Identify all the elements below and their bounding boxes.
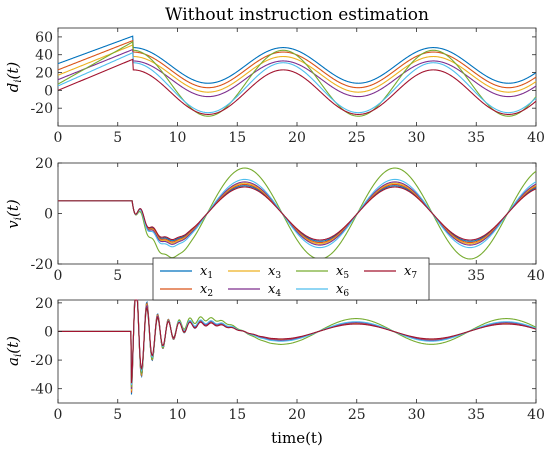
y-tick-label: 20 bbox=[35, 156, 53, 172]
x-tick-label: 15 bbox=[228, 130, 246, 146]
x-tick-label: 5 bbox=[113, 130, 122, 146]
y-axis-label: ai(t) bbox=[4, 336, 24, 366]
series-group bbox=[58, 299, 537, 395]
legend-box bbox=[152, 257, 430, 301]
x-tick-label: 10 bbox=[169, 407, 187, 423]
y-tick-label: 60 bbox=[35, 30, 53, 46]
y-tick-label: 20 bbox=[35, 66, 53, 82]
tick-group: 0 5 10 15 20 25 30 35 40 -40 -20 0 20 bbox=[30, 296, 544, 423]
x-tick-label: 40 bbox=[527, 407, 545, 423]
y-tick-label: 20 bbox=[35, 296, 53, 312]
x-tick-label: 0 bbox=[54, 268, 63, 284]
axes-box bbox=[57, 299, 537, 404]
y-tick-label: 40 bbox=[35, 48, 53, 64]
series-line-x7 bbox=[58, 186, 537, 241]
y-tick-label: 0 bbox=[44, 324, 53, 340]
chart-title: Without instruction estimation bbox=[165, 5, 429, 25]
series-line-x7 bbox=[58, 299, 537, 384]
y-tick-label: -40 bbox=[30, 382, 53, 398]
x-tick-label: 10 bbox=[169, 130, 187, 146]
x-tick-label: 0 bbox=[54, 407, 63, 423]
panel-acceleration: 0 5 10 15 20 25 30 35 40 -40 -20 0 20 ai(t) bbox=[4, 296, 545, 423]
axes-box bbox=[57, 162, 537, 265]
x-tick-label: 20 bbox=[288, 130, 306, 146]
x-tick-label: 40 bbox=[527, 268, 545, 284]
y-tick-label: 0 bbox=[44, 207, 53, 223]
x-tick-label: 5 bbox=[113, 268, 122, 284]
y-tick-label: -20 bbox=[30, 353, 53, 369]
x-tick-label: 15 bbox=[228, 407, 246, 423]
series-group bbox=[58, 167, 537, 260]
y-axis-label: vi(t) bbox=[4, 199, 24, 229]
y-tick-label: -20 bbox=[30, 257, 53, 273]
x-tick-label: 0 bbox=[54, 130, 63, 146]
series-line-x1 bbox=[57, 35, 537, 84]
x-tick-label: 35 bbox=[467, 130, 485, 146]
y-tick-label: 0 bbox=[44, 83, 53, 99]
x-tick-label: 25 bbox=[348, 130, 366, 146]
x-tick-label: 35 bbox=[467, 268, 485, 284]
x-tick-label: 30 bbox=[408, 407, 426, 423]
series-line-x6 bbox=[57, 51, 537, 114]
y-tick-label: -20 bbox=[30, 101, 53, 117]
series-group bbox=[57, 35, 537, 117]
x-tick-label: 5 bbox=[113, 407, 122, 423]
y-axis-label: di(t) bbox=[4, 62, 24, 93]
x-tick-label: 40 bbox=[527, 130, 545, 146]
x-tick-label: 35 bbox=[467, 407, 485, 423]
axes-box bbox=[57, 27, 537, 127]
x-tick-label: 20 bbox=[288, 407, 306, 423]
x-tick-label: 25 bbox=[348, 407, 366, 423]
series-line-x5 bbox=[57, 41, 537, 117]
x-axis-label: time(t) bbox=[271, 429, 323, 447]
series-line-x4 bbox=[57, 48, 537, 98]
x-tick-label: 30 bbox=[408, 130, 426, 146]
series-line-x7 bbox=[57, 58, 537, 115]
